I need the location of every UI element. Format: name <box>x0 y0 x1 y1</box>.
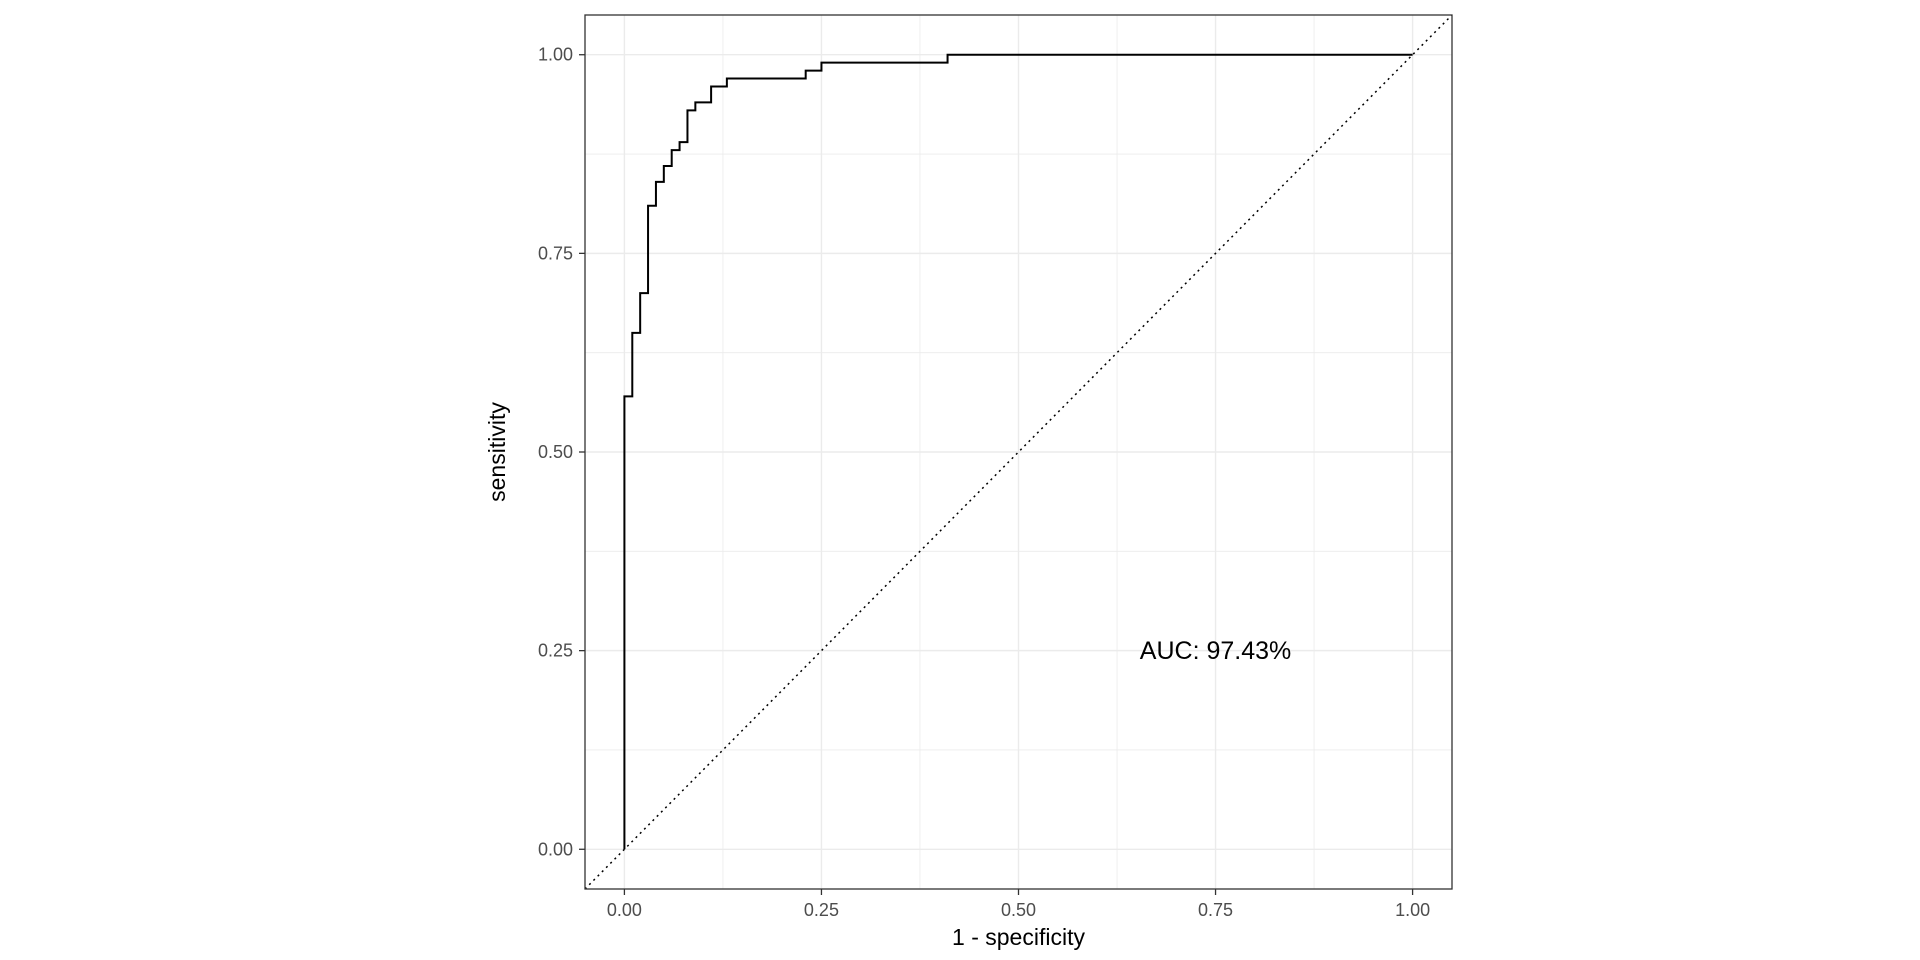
x-axis: 0.00 0.25 0.50 0.75 1.00 <box>607 889 1430 920</box>
x-tick-label: 0.75 <box>1198 900 1233 920</box>
y-tick-label: 1.00 <box>538 45 573 65</box>
x-tick-label: 1.00 <box>1395 900 1430 920</box>
y-tick-label: 0.50 <box>538 442 573 462</box>
x-axis-title: 1 - specificity <box>952 924 1085 950</box>
x-tick-label: 0.50 <box>1001 900 1036 920</box>
y-tick-label: 0.75 <box>538 243 573 263</box>
y-tick-label: 0.25 <box>538 641 573 661</box>
y-axis: 0.00 0.25 0.50 0.75 1.00 <box>538 45 585 859</box>
x-tick-label: 0.00 <box>607 900 642 920</box>
auc-annotation: AUC: 97.43% <box>1140 637 1291 665</box>
y-axis-title: sensitivity <box>484 402 510 502</box>
reference-diagonal <box>584 14 1453 890</box>
roc-curve-line <box>623 53 1413 850</box>
y-tick-label: 0.00 <box>538 839 573 859</box>
x-tick-label: 0.25 <box>804 900 839 920</box>
